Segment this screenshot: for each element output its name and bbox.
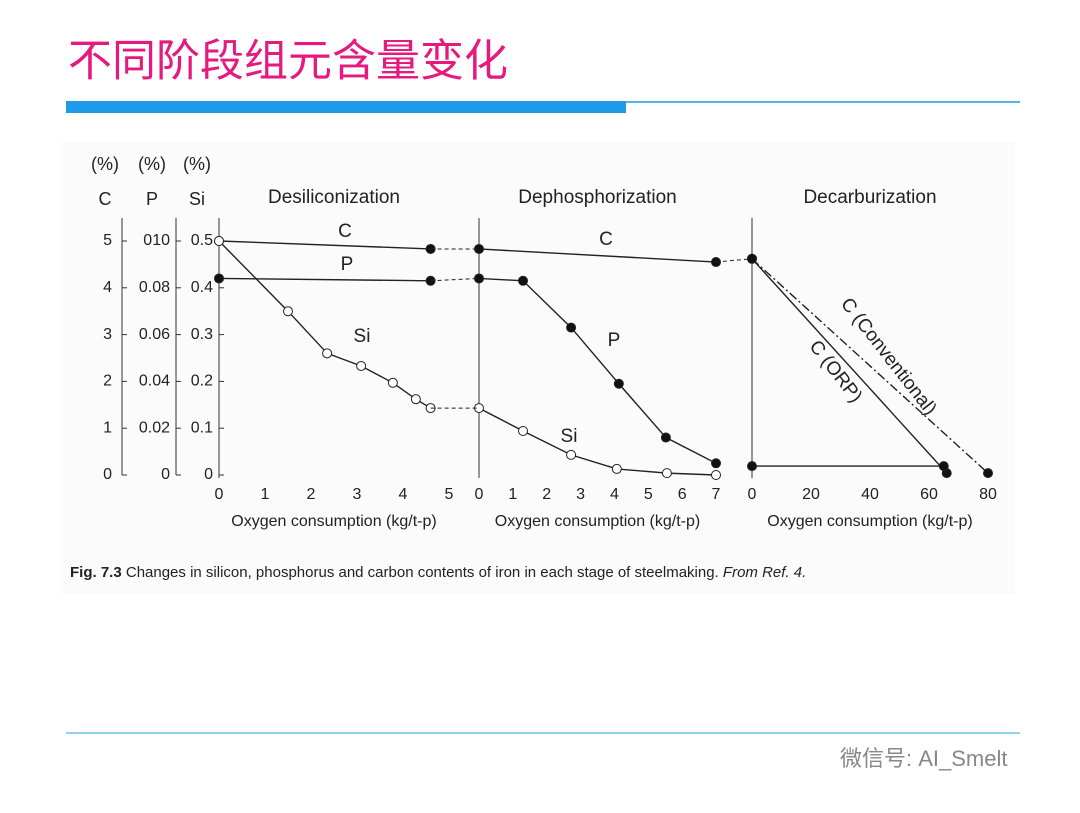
figure-caption: Fig. 7.3 Changes in silicon, phosphorus … [70, 564, 806, 581]
data-point [747, 461, 757, 472]
series-line [218, 277, 431, 282]
series-label: Si [354, 326, 371, 347]
x-tick-label: 1 [261, 486, 270, 503]
panel-title: Desiliconization [268, 187, 400, 208]
x-tick-label: 2 [307, 486, 316, 503]
stage-connector [430, 277, 480, 282]
y-tick-label: 0.06 [139, 326, 170, 343]
caption-label: Fig. 7.3 [70, 564, 122, 581]
caption-text: Changes in silicon, phosphorus and carbo… [126, 564, 719, 581]
caption-source: From Ref. 4. [723, 564, 806, 581]
x-tick-label: 6 [678, 486, 687, 503]
data-point [613, 378, 624, 389]
axis-unit: (%) [91, 154, 119, 174]
x-tick-label: 1 [508, 486, 517, 503]
series-line [751, 258, 948, 474]
data-point [938, 461, 949, 472]
series-line [478, 248, 717, 263]
watermark: 微信号: AI_Smelt [840, 746, 1007, 771]
axis-label: C [99, 189, 112, 209]
data-point [387, 377, 398, 388]
x-tick-label: 20 [802, 486, 820, 503]
x-tick-label: 5 [644, 486, 653, 503]
data-point [283, 306, 293, 317]
data-point [322, 348, 333, 359]
panel-title: Decarburization [803, 187, 936, 208]
y-tick-label: 0 [103, 466, 112, 483]
data-point [711, 458, 721, 469]
x-axis-label: Oxygen consumption (kg/t-p) [495, 513, 700, 530]
x-axis-label: Oxygen consumption (kg/t-p) [231, 513, 436, 530]
y-tick-label: 0.08 [139, 279, 170, 296]
axis-unit: (%) [183, 154, 211, 174]
y-tick-label: 0.5 [191, 232, 213, 249]
x-tick-label: 80 [979, 486, 997, 503]
data-point [611, 463, 622, 474]
data-point [214, 236, 224, 246]
x-tick-label: 0 [215, 486, 224, 503]
series-line [478, 277, 717, 464]
x-tick-label: 60 [920, 486, 938, 503]
y-tick-label: 0.2 [191, 373, 213, 390]
x-tick-label: 4 [610, 486, 619, 503]
x-tick-label: 4 [399, 486, 408, 503]
axis-unit: (%) [138, 154, 166, 174]
x-tick-label: 40 [861, 486, 879, 503]
x-tick-label: 0 [748, 486, 757, 503]
slide-title: 不同阶段组元含量变化 [68, 37, 508, 86]
x-tick-label: 2 [542, 486, 551, 503]
y-tick-label: 0 [161, 466, 170, 483]
series-label: Si [561, 426, 578, 447]
data-point [214, 273, 224, 284]
data-point [711, 470, 721, 480]
series-line [218, 240, 431, 250]
x-axis-label: Oxygen consumption (kg/t-p) [767, 513, 972, 530]
series-line [478, 407, 717, 476]
data-point [661, 468, 672, 479]
x-tick-label: 0 [475, 486, 484, 503]
y-tick-label: 0 [204, 466, 213, 483]
y-tick-label: 0.1 [191, 419, 213, 436]
axis-label: Si [189, 189, 205, 209]
y-tick-label: 0.3 [191, 326, 213, 343]
data-point [518, 275, 529, 286]
axis-label: P [146, 189, 158, 209]
y-tick-label: 0.4 [191, 279, 213, 296]
y-tick-label: 0.02 [139, 419, 170, 436]
y-tick-label: 1 [103, 419, 112, 436]
series-label: C [599, 229, 613, 250]
data-point [356, 360, 367, 371]
data-point [983, 468, 993, 479]
data-point [566, 449, 577, 460]
data-point [410, 394, 421, 405]
y-tick-label: 4 [103, 279, 112, 296]
series-label: C [338, 221, 352, 242]
series-line [751, 258, 989, 474]
x-tick-label: 7 [712, 486, 721, 503]
series-label: P [608, 330, 621, 351]
x-tick-label: 3 [576, 486, 585, 503]
x-tick-label: 5 [445, 486, 454, 503]
title-bar [66, 101, 626, 113]
y-tick-label: 0.04 [139, 373, 170, 390]
stage-connector [715, 258, 753, 263]
series-label: P [341, 254, 354, 275]
panel-title: Dephosphorization [518, 187, 676, 208]
x-tick-label: 3 [353, 486, 362, 503]
y-tick-label: 010 [143, 232, 170, 249]
y-tick-label: 3 [103, 326, 112, 343]
data-point [660, 432, 671, 443]
data-point [566, 322, 577, 333]
y-tick-label: 5 [103, 232, 112, 249]
data-point [518, 426, 529, 437]
y-tick-label: 2 [103, 373, 112, 390]
